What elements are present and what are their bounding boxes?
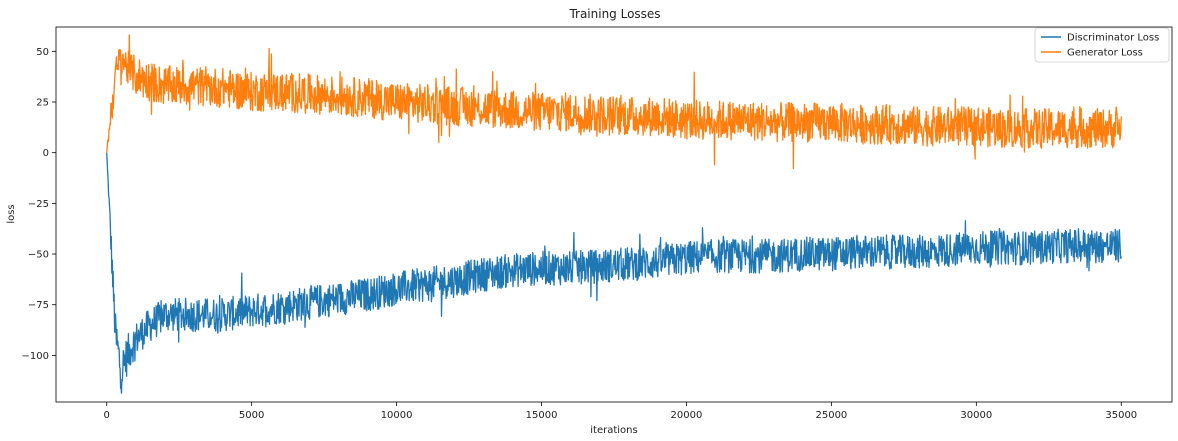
x-tick-label: 25000 xyxy=(815,410,847,421)
x-axis-label: iterations xyxy=(590,425,637,436)
series-line-generator-loss xyxy=(106,34,1122,170)
x-tick-label: 20000 xyxy=(671,410,703,421)
x-tick-label: 15000 xyxy=(526,410,558,421)
x-tick-label: 0 xyxy=(104,410,110,421)
y-tick-label: 50 xyxy=(36,47,49,58)
x-tick-label: 35000 xyxy=(1105,410,1137,421)
plot-frame xyxy=(55,26,1173,403)
chart-title: Training Losses xyxy=(568,7,660,21)
plot-area xyxy=(55,26,1173,403)
x-tick-label: 10000 xyxy=(381,410,413,421)
x-tick-label: 30000 xyxy=(960,410,992,421)
x-axis-ticks: 0 5000 10000 15000 20000 25000 30000 35000 xyxy=(104,402,1137,421)
y-tick-label: −25 xyxy=(28,199,49,210)
y-tick-label: −50 xyxy=(28,250,49,261)
x-tick-label: 5000 xyxy=(239,410,264,421)
series-layer xyxy=(106,34,1122,394)
legend: Discriminator Loss Generator Loss xyxy=(1034,27,1170,63)
y-tick-label: 25 xyxy=(36,98,49,109)
legend-frame xyxy=(1034,27,1170,63)
y-tick-label: −75 xyxy=(28,300,49,311)
y-axis-ticks: 50 25 0 −25 −50 −75 −100 xyxy=(22,47,56,362)
y-tick-label: 0 xyxy=(43,148,49,159)
legend-label-generator: Generator Loss xyxy=(1067,48,1143,59)
y-axis-label: loss xyxy=(6,204,17,223)
series-line-discriminator-loss xyxy=(106,152,1122,394)
y-tick-label: −100 xyxy=(22,351,49,362)
legend-label-discriminator: Discriminator Loss xyxy=(1067,33,1159,44)
